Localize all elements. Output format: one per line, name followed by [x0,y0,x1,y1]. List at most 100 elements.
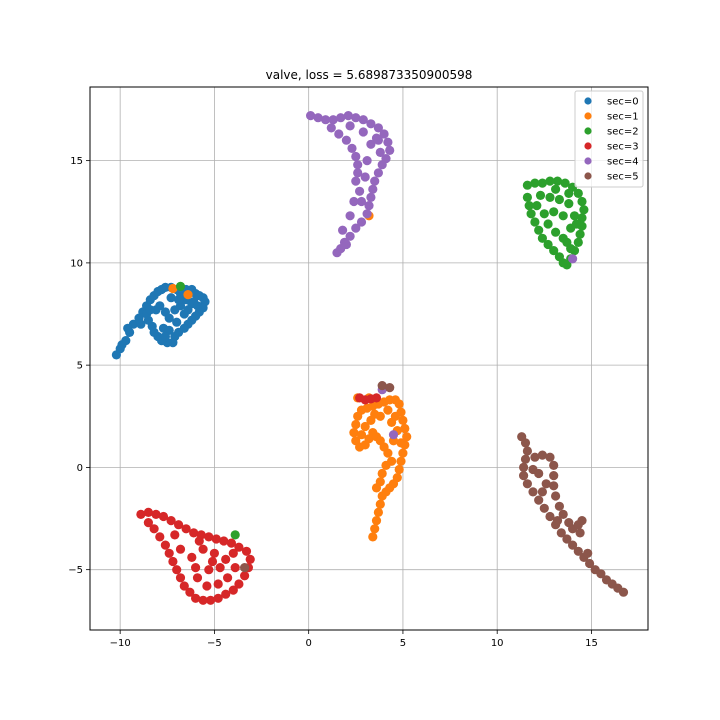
x-tick-label: −5 [207,638,222,649]
data-point [219,536,229,546]
data-point [583,548,593,558]
data-point [245,554,255,565]
data-point [551,184,561,194]
data-point [383,137,393,147]
data-point [349,196,359,207]
data-point [520,454,531,464]
data-point [522,479,533,489]
legend-box [574,90,644,188]
data-point [549,481,559,491]
data-point [537,178,548,188]
data-point [522,446,533,456]
data-point [366,394,376,404]
data-point [326,123,336,133]
data-point [392,473,402,483]
data-point [573,546,583,556]
y-tick-label: 0 [77,463,83,474]
x-tick-label: 0 [305,638,311,649]
legend-label: sec=4 [607,157,639,168]
data-point [349,428,359,438]
data-point [577,196,587,207]
y-axis: −5 0 5 10 15 [68,156,90,576]
data-point [187,552,197,563]
data-point [549,460,559,470]
data-point [568,254,578,264]
legend-marker [584,142,592,150]
chart-title: valve, loss = 5.689873350900598 [266,68,473,82]
data-point [164,313,174,323]
data-point [160,540,170,550]
series-sec-4 [306,111,578,440]
data-point [530,217,540,227]
series-sec-1 [168,211,412,542]
data-point [585,558,595,569]
data-point [400,423,410,434]
data-point [539,209,549,219]
data-point [577,516,587,526]
data-point [174,520,184,530]
data-point [345,211,355,221]
data-point [377,468,387,479]
data-point [151,509,161,519]
data-point [202,581,212,591]
data-point [579,205,589,215]
data-point [343,111,353,121]
data-point [569,211,580,221]
data-point [377,160,387,170]
data-point [351,419,361,430]
data-point [528,464,538,475]
data-point [172,317,182,327]
data-point [375,147,385,157]
data-point [366,192,376,202]
data-point [191,593,201,603]
data-point [181,524,191,534]
data-point [241,546,252,556]
data-point [204,565,214,575]
data-point [564,199,574,209]
data-point [377,381,387,391]
legend-marker [584,172,592,180]
data-point [385,383,395,393]
data-point [534,495,544,505]
data-point [556,528,566,538]
data-point [355,186,365,196]
data-point [543,239,553,250]
data-point [166,293,176,303]
data-point [211,534,221,544]
data-point [179,581,189,591]
data-point [575,229,585,239]
data-point [596,569,606,579]
x-tick-label: −10 [110,638,131,649]
data-point [390,411,400,421]
data-point [351,223,361,233]
data-point [573,237,583,247]
data-point [209,548,219,558]
x-tick-label: 5 [400,638,406,649]
data-point [549,246,559,256]
data-point [366,139,376,149]
x-axis: −10 −5 0 5 10 15 [110,630,598,649]
data-point [198,544,208,554]
data-point [402,432,412,442]
data-point [528,487,538,497]
data-point [213,579,223,589]
y-tick-label: 5 [77,361,83,372]
data-point [526,209,536,219]
data-point [552,516,563,526]
data-point [313,113,323,123]
data-point [524,201,534,211]
data-point [338,225,348,235]
data-point [373,507,383,517]
data-point [370,409,380,419]
data-point [364,201,374,211]
data-point [189,528,199,538]
legend-label: sec=2 [607,127,639,138]
data-point [552,176,563,186]
data-point [174,295,184,305]
data-point [123,323,133,333]
data-point [347,143,357,153]
x-tick-label: 10 [491,638,504,649]
legend-marker [584,157,592,165]
data-points [111,111,629,605]
data-point [230,563,240,573]
